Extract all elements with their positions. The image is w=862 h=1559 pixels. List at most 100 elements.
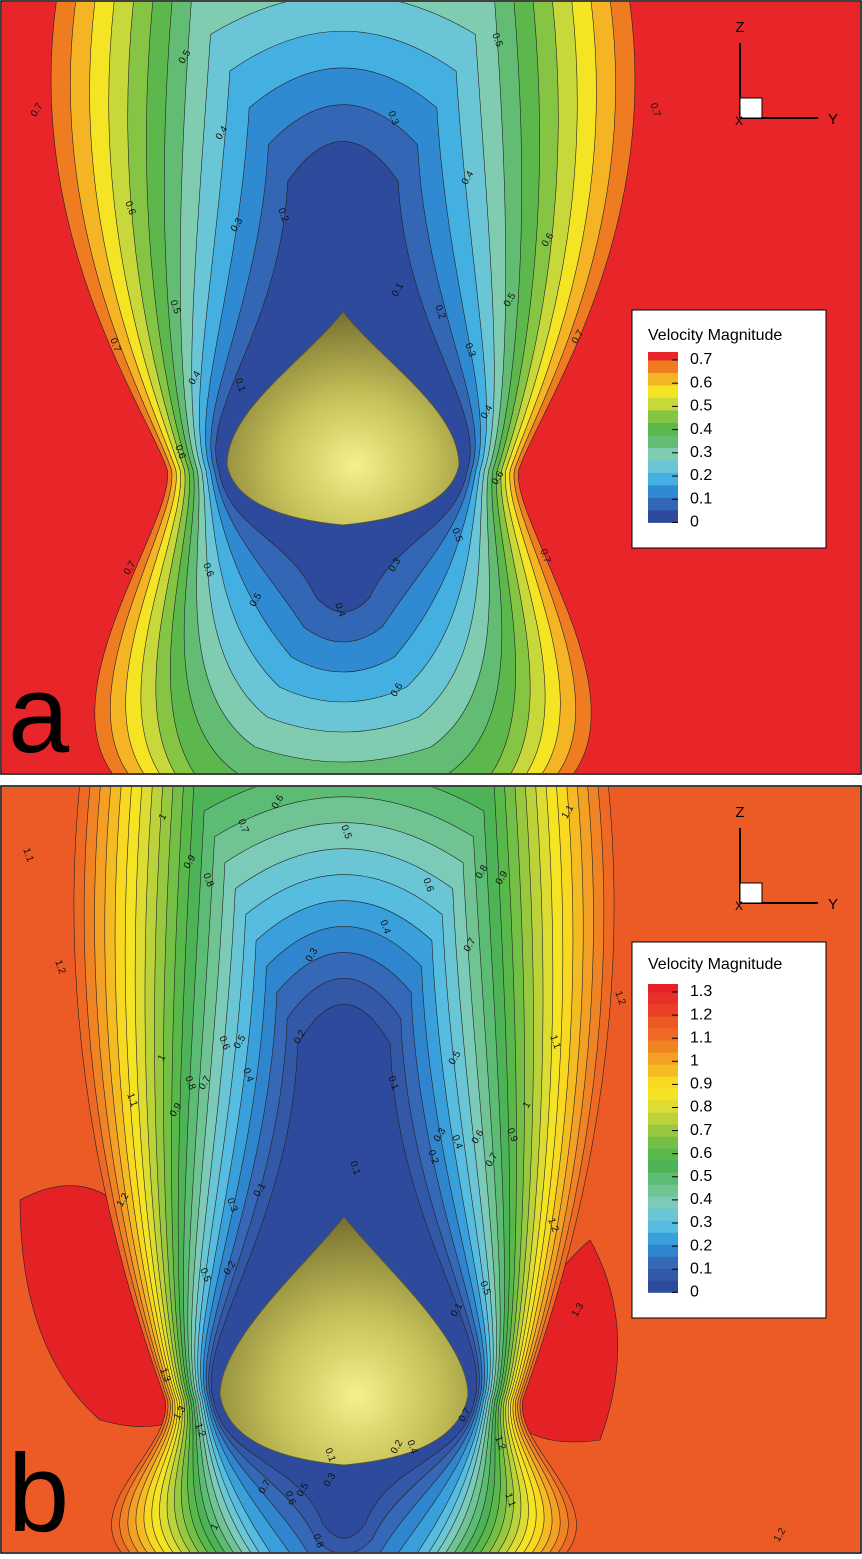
legend-tick-label: 1.2 <box>690 1006 712 1023</box>
contour-label: 0.3 <box>224 1197 239 1214</box>
color-swatch <box>648 409 678 423</box>
legend-tick-label: 0.7 <box>690 1122 712 1139</box>
triad-label: Z <box>735 804 744 821</box>
color-swatch <box>648 1160 678 1173</box>
contour-label: 0.4 <box>449 1134 464 1151</box>
contour-label: 0.5 <box>449 527 464 544</box>
contour-label: 1 <box>157 812 170 823</box>
legend-tick-label: 0.1 <box>690 490 712 507</box>
legend-tick-label: 0.9 <box>690 1076 712 1093</box>
color-swatch <box>648 1136 678 1149</box>
contour-label: 0.1 <box>347 1160 362 1177</box>
contour-label: 1 <box>521 1100 534 1111</box>
panel-label: b <box>8 1432 69 1554</box>
contour-label: 1.1 <box>20 847 35 864</box>
contour-label: 0.4 <box>377 919 392 936</box>
panel-frame <box>0 785 862 1554</box>
contour-label: 0.4 <box>240 1067 255 1084</box>
contour-label: 1.2 <box>612 990 627 1007</box>
triad-label: Z <box>735 19 744 36</box>
contour-label: 1.1 <box>124 1092 139 1109</box>
legend-tick-label: 0.5 <box>690 1168 712 1185</box>
legend-tick-label: 0 <box>690 514 699 531</box>
color-swatch <box>648 372 678 386</box>
legend-tick-label: 0.6 <box>690 1145 712 1162</box>
contour-label: 0.6 <box>122 200 137 217</box>
contour-label: 0.2 <box>432 304 447 321</box>
legend-tick-label: 0.2 <box>690 1237 712 1254</box>
triad-box <box>739 97 763 119</box>
color-swatch <box>648 1112 678 1125</box>
contour-label: 0.8 <box>182 1075 197 1092</box>
color-swatch <box>648 472 678 486</box>
legend-tick-label: 0.3 <box>690 1214 712 1231</box>
color-swatch <box>648 459 678 473</box>
panel: 0.5 0.5 0.7 0.7 0.4 0.3 0.4 0.6 0.3 0.2 0.6 0.5 0.1 0… <box>2 2 860 773</box>
contour-label: 0.6 <box>216 1035 231 1052</box>
color-swatch <box>648 1148 678 1161</box>
legend-tick-label: 0.3 <box>690 444 712 461</box>
panel: 1 0.7 0.6 0.5 1.1 1.1 0.9 0.8 0.8 0.6 0.9 0.4 0.7 1.2… <box>2 787 860 1552</box>
contour-label: 0.3 <box>462 342 477 359</box>
contour-label: 0.4 <box>404 1439 419 1456</box>
color-swatch <box>648 984 678 993</box>
color-swatch <box>648 397 678 411</box>
color-swatch <box>648 484 678 498</box>
contour-label: 0.8 <box>310 1533 325 1550</box>
color-swatch <box>648 497 678 511</box>
color-swatch <box>648 1184 678 1197</box>
contour-label: 0.7 <box>647 102 662 119</box>
color-swatch <box>648 422 678 436</box>
legend-tick-label: 0 <box>690 1284 699 1301</box>
color-swatch <box>648 1028 678 1041</box>
legend-tick-label: 1.1 <box>690 1029 712 1046</box>
color-swatch <box>648 1016 678 1029</box>
color-swatch <box>648 1280 678 1293</box>
color-swatch <box>648 1220 678 1233</box>
contour-label: 1 <box>156 1053 169 1064</box>
triad-box <box>739 882 763 904</box>
color-swatch <box>648 434 678 448</box>
legend-tick-label: 1.3 <box>690 983 712 1000</box>
contour-label: 0.5 <box>477 1280 492 1297</box>
contour-label: 1.2 <box>52 959 67 976</box>
legend-title: Velocity Magnitude <box>648 327 782 344</box>
legend-tick-label: 0.1 <box>690 1260 712 1277</box>
contour-label: 0.1 <box>322 1447 337 1464</box>
color-swatch <box>648 384 678 398</box>
color-swatch <box>648 360 678 373</box>
contour-label: 0.1 <box>385 1075 400 1092</box>
color-swatch <box>648 992 678 1005</box>
legend-tick-label: 0.5 <box>690 398 712 415</box>
legend-tick-label: 0.6 <box>690 374 712 391</box>
color-swatch <box>648 352 678 361</box>
contour-label: 0.2 <box>425 1149 440 1166</box>
body-shape <box>219 1216 469 1466</box>
triad-label: X <box>735 899 743 913</box>
body-shape <box>226 311 460 526</box>
contour-label: 0.6 <box>420 877 435 894</box>
color-swatch <box>648 1208 678 1221</box>
contour-label: 0.1 <box>232 377 247 394</box>
contour-label: 0.9 <box>504 1127 519 1144</box>
color-swatch <box>648 1088 678 1101</box>
contour-label: 0.6 <box>172 444 187 461</box>
triad-label: Y <box>828 111 838 128</box>
color-swatch <box>648 1196 678 1209</box>
color-swatch <box>648 1268 678 1281</box>
contour-label: 0.7 <box>107 337 122 354</box>
legend-tick-label: 0.8 <box>690 1099 712 1116</box>
contour-label: 0.2 <box>275 207 290 224</box>
color-swatch <box>648 447 678 461</box>
contour-label: 1.2 <box>492 1435 507 1452</box>
contour-label: 0.5 <box>197 1267 212 1284</box>
color-swatch <box>648 1004 678 1017</box>
panel-frame <box>0 0 862 775</box>
contour-label: 0.6 <box>282 1490 297 1507</box>
contour-label: 1.2 <box>545 1217 560 1234</box>
contour-label: 1.2 <box>192 1422 207 1439</box>
panel-label: a <box>8 653 70 776</box>
legend-tick-label: 0.7 <box>690 351 712 368</box>
contour-label: 1.1 <box>547 1034 562 1051</box>
